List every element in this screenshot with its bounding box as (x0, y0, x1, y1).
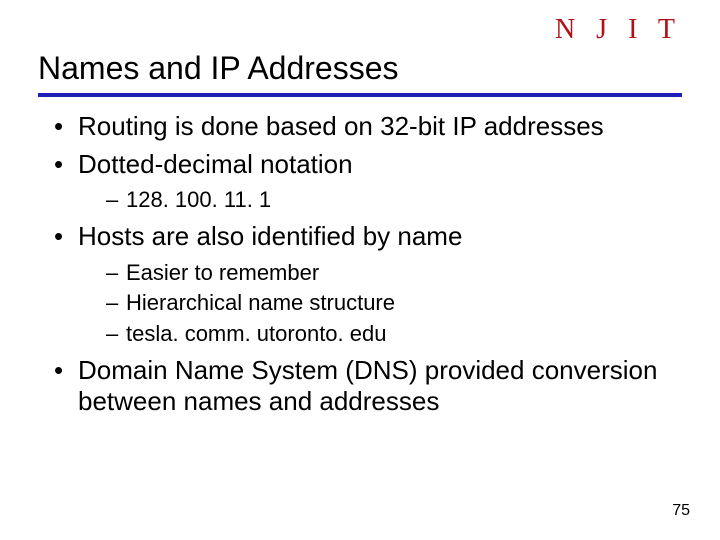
sub-bullet-text: Easier to remember (126, 260, 319, 285)
bullet-text: Hosts are also identified by name (78, 221, 462, 251)
sub-bullet-text: 128. 100. 11. 1 (126, 187, 271, 212)
bullet-item: Domain Name System (DNS) provided conver… (54, 355, 682, 418)
sub-bullet-text: Hierarchical name structure (126, 290, 395, 315)
sub-bullet-item: 128. 100. 11. 1 (106, 186, 682, 215)
bullet-list: Routing is done based on 32-bit IP addre… (38, 111, 682, 418)
sub-bullet-text: tesla. comm. utoronto. edu (126, 321, 386, 346)
slide: N J I T Names and IP Addresses Routing i… (0, 0, 720, 540)
sub-bullet-list: Easier to remember Hierarchical name str… (78, 259, 682, 349)
bullet-text: Dotted-decimal notation (78, 149, 353, 179)
sub-bullet-list: 128. 100. 11. 1 (78, 186, 682, 215)
sub-bullet-item: tesla. comm. utoronto. edu (106, 320, 682, 349)
sub-bullet-item: Easier to remember (106, 259, 682, 288)
bullet-item: Routing is done based on 32-bit IP addre… (54, 111, 682, 143)
bullet-text: Domain Name System (DNS) provided conver… (78, 355, 657, 417)
title-underline (38, 93, 682, 97)
page-number: 75 (672, 502, 690, 520)
bullet-item: Dotted-decimal notation 128. 100. 11. 1 (54, 149, 682, 215)
bullet-text: Routing is done based on 32-bit IP addre… (78, 111, 604, 141)
bullet-item: Hosts are also identified by name Easier… (54, 221, 682, 349)
slide-title: Names and IP Addresses (38, 50, 682, 87)
njit-logo: N J I T (555, 14, 682, 46)
sub-bullet-item: Hierarchical name structure (106, 289, 682, 318)
